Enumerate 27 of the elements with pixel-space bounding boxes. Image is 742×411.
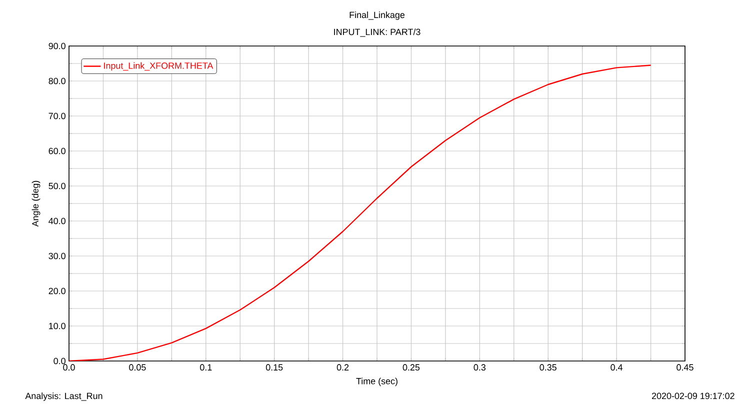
y-tick-label: 0.0 [54, 358, 66, 364]
y-tick-label: 70.0 [48, 112, 66, 120]
x-tick-label: 0.3 [474, 364, 486, 371]
x-tick-label: 0.05 [129, 364, 146, 371]
y-tick-label: 30.0 [48, 252, 66, 260]
y-tick-label: 10.0 [49, 322, 66, 330]
x-tick-label: 0.1 [200, 364, 212, 371]
x-axis-title: Time (sec) [356, 378, 398, 386]
x-tick-label: 0.0 [63, 364, 75, 371]
y-axis-title: Angle (deg) [32, 180, 40, 227]
y-tick-label: 80.0 [48, 78, 66, 84]
x-tick-label: 0.45 [676, 364, 694, 371]
x-tick-label: 0.4 [610, 364, 623, 371]
chart-title: Final_Linkage [350, 12, 405, 20]
y-tick-label: 60.0 [48, 148, 66, 154]
x-tick-label: 0.25 [402, 364, 420, 371]
y-tick-label: 40.0 [48, 218, 66, 224]
y-tick-label: 90.0 [48, 42, 66, 50]
text: Analysis: Last_Run [25, 392, 102, 401]
y-tick-label: 20.0 [48, 288, 66, 294]
legend-label: Input_Link_XFORM.THETA [104, 62, 214, 71]
chart-subtitle: INPUT_LINK: PART/3 [334, 28, 420, 37]
y-tick-label: 50.0 [48, 182, 66, 190]
x-tick-label: 0.35 [540, 364, 556, 371]
x-tick-label: 0.15 [266, 364, 283, 371]
x-tick-label: 0.2 [336, 364, 349, 371]
text: 2020-02-09 19:17:02 [652, 392, 734, 400]
